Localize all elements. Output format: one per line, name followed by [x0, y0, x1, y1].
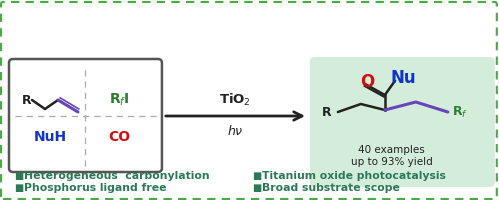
Text: ■: ■ [14, 171, 23, 181]
Text: Broad substrate scope: Broad substrate scope [262, 183, 400, 193]
Text: R: R [322, 106, 332, 118]
Text: ■: ■ [252, 171, 261, 181]
Text: ■: ■ [14, 183, 23, 193]
Text: NuH: NuH [33, 130, 66, 144]
Text: Titanium oxide photocatalysis: Titanium oxide photocatalysis [262, 171, 446, 181]
Text: up to 93% yield: up to 93% yield [351, 157, 433, 167]
Text: CO: CO [108, 130, 130, 144]
Text: ■: ■ [252, 183, 261, 193]
Text: $h\nu$: $h\nu$ [227, 124, 243, 138]
Text: R$_f$I: R$_f$I [109, 92, 129, 108]
Text: 40 examples: 40 examples [358, 145, 425, 155]
FancyBboxPatch shape [310, 57, 495, 187]
Text: Nu: Nu [390, 69, 416, 87]
FancyBboxPatch shape [9, 59, 162, 172]
Text: R$_f$: R$_f$ [452, 104, 468, 120]
Text: O: O [360, 73, 374, 91]
Text: TiO$_2$: TiO$_2$ [219, 92, 251, 108]
FancyBboxPatch shape [1, 2, 497, 199]
Text: R: R [22, 94, 31, 106]
Text: Phosphorus ligand free: Phosphorus ligand free [24, 183, 167, 193]
Text: Heterogeneous  carbonylation: Heterogeneous carbonylation [24, 171, 210, 181]
